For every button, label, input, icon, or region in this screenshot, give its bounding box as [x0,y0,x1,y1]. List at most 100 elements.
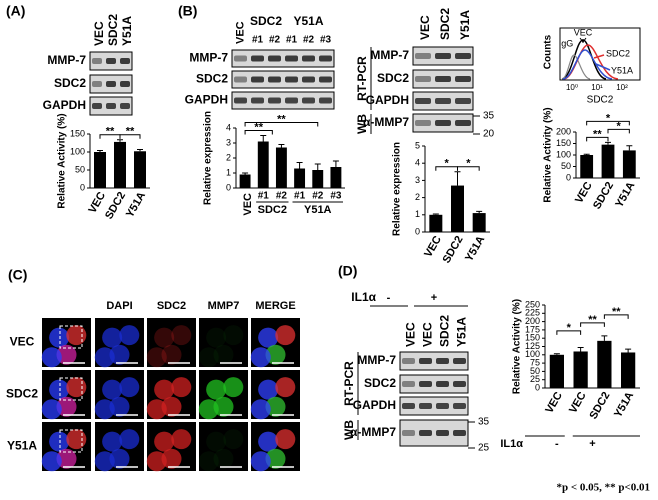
flow-label: IgG [559,38,574,48]
gel-strip [231,49,335,68]
micro-cell [109,448,130,469]
gel-band [435,53,451,59]
sig-bracket [586,120,630,126]
gel-strip [399,396,469,416]
error-bar [553,353,560,355]
micro-cell [102,431,123,452]
gel-row-label: α-MMP7 [350,425,396,439]
gel-band [419,381,432,387]
micro-row-label: Y51A [7,439,37,453]
gel-lane-label: SDC2 [438,315,452,347]
gel-lane-label: VEC [234,21,246,44]
gel-row-label: GAPDH [43,98,86,112]
micro-image [147,318,196,367]
gel-band [436,381,449,387]
y-tick-label: 125 [525,341,540,351]
micro-cell [161,448,182,469]
micro-col-label: DAPI [106,300,132,312]
error-bar [97,150,103,152]
gel-band [319,97,332,104]
micro-cell [146,399,167,420]
gel-band [419,358,432,364]
gel-band [455,53,471,59]
micro-row-label: VEC [10,335,35,349]
y-tick-label: 150 [556,138,571,148]
gel-band [419,403,432,409]
bar [580,155,594,178]
gel-band [251,97,264,104]
bar [622,150,636,178]
gel-row-label: SDC2 [377,71,409,85]
error-bar [260,135,267,142]
bar [601,144,615,178]
micro-cell [250,399,271,420]
gel-marker: 35 [483,111,495,122]
error-bar [605,141,611,145]
gel-sublane-label: #1 [252,35,264,46]
x-tick-label: #3 [330,191,342,202]
group-label: Y51A [304,204,332,216]
micro-cell [213,344,234,365]
y-axis-label: Relative Activity (%) [512,299,523,394]
micro-cell [66,325,87,346]
y-tick-label: 75 [530,357,540,367]
sig-bracket [556,330,582,335]
micro-cell [275,377,296,398]
micro-cell [56,344,77,365]
micro-col-label: MMP7 [208,300,240,312]
gel-lane-label: VEC [421,322,435,347]
micro-cell [109,396,130,417]
micro-cell [265,396,286,417]
sig-label: * [606,112,611,124]
micro-cell [94,399,115,420]
micro-cell [213,396,234,417]
gel-row-label: α-MMP7 [363,115,409,129]
x-tick-label: Y51A [612,390,636,420]
sig-bracket [586,136,609,142]
micro-cell [49,431,70,452]
gel-band [453,430,466,436]
y-axis-label: Relative expression [203,111,214,205]
gel-lane-label: VEC [404,322,418,347]
bar [134,151,146,188]
y-tick-label: 3 [415,175,420,185]
flow-frame [559,27,641,81]
x-tick-label: VEC [543,390,565,416]
gel-band [285,97,298,104]
sig-label: ** [126,126,135,138]
y-tick-label: 2 [415,192,420,202]
micro-cell [56,448,77,469]
gel-band [92,103,102,109]
gel-band [455,120,471,126]
y-axis-label: Relative Activity (%) [57,113,68,208]
sig-label: ** [106,126,115,138]
y-tick-label: 0 [535,382,540,392]
gel-band [234,55,247,62]
flow-tick-label: 10¹ [591,83,603,92]
micro-cell [275,429,296,450]
error-bar [432,213,439,215]
micro-cell [102,327,123,348]
gel-row-label: SDC2 [54,76,86,90]
gel-band [234,97,247,104]
x-tick-label: SDC2 [441,234,466,265]
gel-band [285,76,298,83]
gel-band [251,55,264,62]
sig-label: * [445,158,450,170]
flow-tick-label: 10⁰ [566,83,578,92]
micro-cell [56,396,77,417]
flow-label: SDC2 [606,48,630,58]
gel-lane-label: SDC2 [250,14,282,28]
bar [239,174,251,188]
flow-tick-label: 10² [616,83,628,92]
micro-inset [59,325,83,349]
y-tick-label: 150 [525,333,540,343]
micro-cell [102,379,123,400]
gel-band [251,76,264,83]
sig-label: * [466,158,471,170]
error-bar [601,335,608,341]
gel-band [453,358,466,364]
error-bar [314,163,321,170]
gel-band [436,430,449,436]
